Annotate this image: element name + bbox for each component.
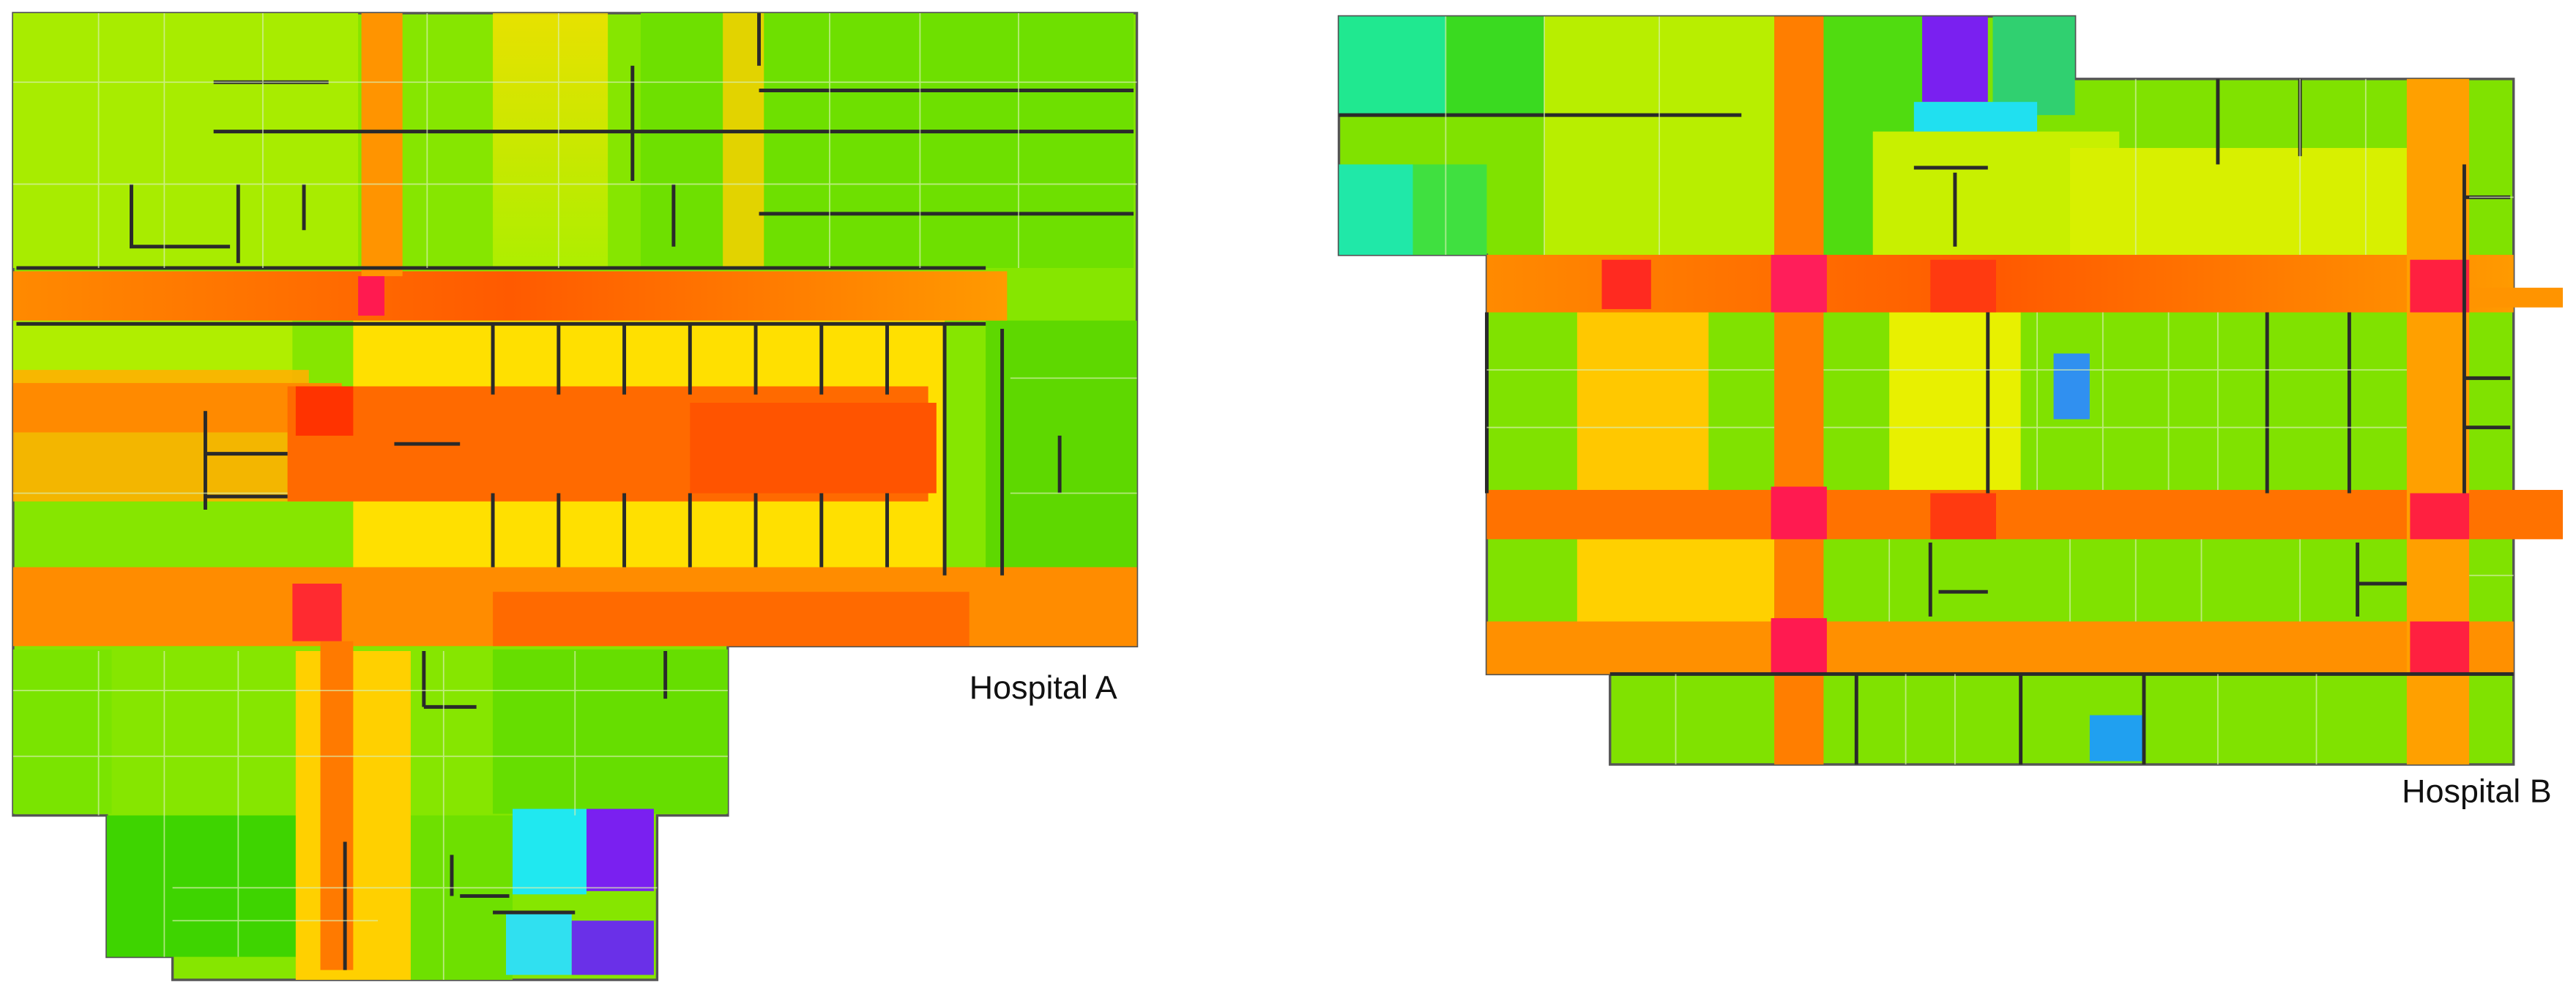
corridor <box>12 271 1008 321</box>
corridor-glow <box>1577 539 1775 625</box>
corridor-glow <box>1577 312 1709 494</box>
corridor <box>690 403 937 494</box>
hotspot <box>2410 259 2470 313</box>
plan-label: Hospital A <box>969 669 1117 706</box>
corridor-glow <box>295 651 411 981</box>
zone <box>1445 16 1545 116</box>
corridor-glow <box>723 12 764 268</box>
zone <box>1412 164 1487 255</box>
zone <box>1339 16 1446 116</box>
corridor-glow <box>1889 312 2021 494</box>
hotspot <box>1771 486 1827 540</box>
corridor <box>1486 254 2514 313</box>
hotspot <box>1771 618 1827 674</box>
corridor <box>1486 490 2564 540</box>
hotspot <box>1601 259 1651 310</box>
room-grid <box>1445 16 2514 765</box>
cool-room <box>506 912 572 975</box>
zone <box>12 12 359 268</box>
room-grid <box>12 12 1137 981</box>
zone <box>1922 16 1988 103</box>
zone <box>2053 353 2090 420</box>
corridor <box>1486 621 2514 674</box>
hotspot <box>1930 493 1997 540</box>
hospital-a-plan <box>12 12 1139 981</box>
zone <box>106 815 321 957</box>
hotspot <box>1771 254 1827 313</box>
corridor <box>320 641 354 970</box>
hotspot <box>1930 259 1997 313</box>
hotspot <box>2410 621 2470 674</box>
corridor-glow <box>2069 148 2416 255</box>
zone <box>641 12 1134 268</box>
corridor <box>361 12 403 277</box>
walls <box>16 12 1134 970</box>
hotspot <box>2410 493 2470 540</box>
cool-room <box>571 921 654 975</box>
corridor <box>2464 287 2564 308</box>
corridor <box>12 383 342 433</box>
corridor-glow <box>493 12 608 268</box>
corridor <box>493 592 969 647</box>
cool-room <box>513 808 587 895</box>
hotspot <box>295 386 354 436</box>
hotspot <box>292 583 342 641</box>
hospital-b-plan <box>1337 15 2564 766</box>
plan-label: Hospital B <box>2402 773 2551 810</box>
cool-room <box>586 808 654 891</box>
zone <box>1339 164 1413 255</box>
zone <box>493 649 728 814</box>
zone <box>1992 16 2075 116</box>
zone <box>2089 715 2143 762</box>
hotspot <box>358 276 385 316</box>
zone <box>12 649 112 814</box>
